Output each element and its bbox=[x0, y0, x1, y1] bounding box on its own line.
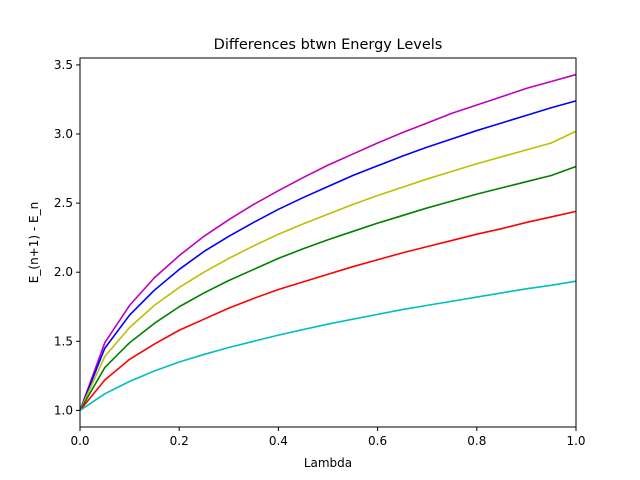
y-tick-label: 1.0 bbox=[54, 403, 73, 417]
x-tick-label: 0.2 bbox=[170, 434, 189, 448]
chart-title: Differences btwn Energy Levels bbox=[214, 37, 443, 53]
y-axis-label: E_(n+1) - E_n bbox=[27, 202, 41, 283]
series-line-6 bbox=[79, 280, 577, 412]
series-line-1 bbox=[79, 73, 577, 411]
plot-frame bbox=[79, 57, 577, 428]
y-axis-ticks: 1.0 1.5 2.0 2.5 3.0 3.5 bbox=[54, 58, 80, 417]
series-line-3 bbox=[79, 130, 577, 411]
series-line-5 bbox=[79, 210, 577, 411]
x-tick-label: 1.0 bbox=[566, 434, 585, 448]
x-tick-label: 0.6 bbox=[368, 434, 387, 448]
series-layer bbox=[79, 73, 577, 412]
y-tick-label: 2.0 bbox=[54, 265, 73, 279]
y-tick-label: 3.0 bbox=[54, 127, 73, 141]
x-tick-label: 0.4 bbox=[269, 434, 288, 448]
x-tick-label: 0.8 bbox=[467, 434, 486, 448]
series-line-4 bbox=[79, 165, 577, 411]
y-tick-label: 1.5 bbox=[54, 334, 73, 348]
y-tick-label: 3.5 bbox=[54, 58, 73, 72]
series-line-2 bbox=[79, 100, 577, 411]
x-axis-label: Lambda bbox=[304, 456, 352, 470]
x-tick-label: 0.0 bbox=[70, 434, 89, 448]
x-axis-ticks: 0.0 0.2 0.4 0.6 0.8 1.0 bbox=[70, 427, 586, 448]
y-tick-label: 2.5 bbox=[54, 196, 73, 210]
